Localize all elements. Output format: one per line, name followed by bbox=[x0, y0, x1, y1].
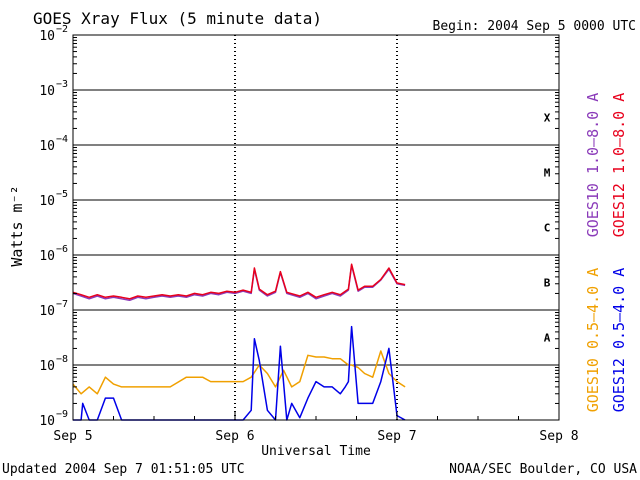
flare-class-c: C bbox=[544, 222, 551, 235]
x-tick-label: Sep 6 bbox=[215, 429, 254, 444]
y-tick-label: 10 bbox=[39, 414, 55, 429]
decade-gridlines bbox=[73, 89, 559, 366]
x-tick-label: Sep 8 bbox=[539, 429, 578, 444]
y-tick-exponent: −5 bbox=[56, 189, 68, 200]
legend-goes10-long: GOES10 1.0–8.0 A bbox=[584, 93, 602, 238]
x-axis-title: Universal Time bbox=[261, 444, 371, 459]
y-tick-label: 10 bbox=[39, 194, 55, 209]
y-tick-label: 10 bbox=[39, 249, 55, 264]
y-tick-exponent: −8 bbox=[56, 354, 68, 365]
flare-class-a: A bbox=[544, 332, 551, 345]
legend-goes10-short: GOES10 0.5–4.0 A bbox=[584, 268, 602, 413]
y-tick-label: 10 bbox=[39, 139, 55, 154]
flare-class-b: B bbox=[544, 277, 551, 290]
series-line-2 bbox=[72, 350, 406, 395]
day-boundary-markers bbox=[234, 35, 398, 420]
plot-frame bbox=[72, 34, 560, 421]
updated-timestamp: Updated 2004 Sep 7 01:51:05 UTC bbox=[2, 462, 245, 477]
y-tick-label: 10 bbox=[39, 84, 55, 99]
flare-class-labels: X M C B A bbox=[544, 112, 551, 345]
y-tick-exponent: −2 bbox=[56, 24, 68, 35]
y-tick-exponent: −4 bbox=[56, 134, 68, 145]
x-axis-ticks: Sep 5 Sep 6 Sep 7 Sep 8 bbox=[53, 412, 579, 444]
y-tick-exponent: −7 bbox=[56, 299, 68, 310]
legend-goes12-long: GOES12 1.0–8.0 A bbox=[610, 93, 628, 238]
legend-goes12-short: GOES12 0.5–4.0 A bbox=[610, 268, 628, 413]
y-tick-label: 10 bbox=[39, 29, 55, 44]
x-tick-label: Sep 5 bbox=[53, 429, 92, 444]
flare-class-x: X bbox=[544, 112, 551, 125]
y-tick-label: 10 bbox=[39, 359, 55, 374]
series-lines bbox=[72, 263, 406, 421]
series-line-1 bbox=[72, 263, 406, 300]
y-axis-ticks: 10−210−310−410−510−610−710−810−9 bbox=[39, 24, 559, 429]
series-line-0 bbox=[72, 264, 406, 302]
y-tick-label: 10 bbox=[39, 304, 55, 319]
begin-label: Begin: 2004 Sep 5 0000 UTC bbox=[433, 19, 637, 34]
series-line-3 bbox=[73, 325, 406, 421]
y-tick-exponent: −3 bbox=[56, 79, 68, 90]
chart-title: GOES Xray Flux (5 minute data) bbox=[33, 9, 322, 28]
credit-label: NOAA/SEC Boulder, CO USA bbox=[449, 462, 637, 477]
y-tick-exponent: −9 bbox=[56, 409, 68, 420]
y-tick-exponent: −6 bbox=[56, 244, 68, 255]
y-axis-title: Watts m⁻² bbox=[8, 185, 26, 266]
flare-class-m: M bbox=[544, 167, 551, 180]
x-tick-label: Sep 7 bbox=[377, 429, 416, 444]
